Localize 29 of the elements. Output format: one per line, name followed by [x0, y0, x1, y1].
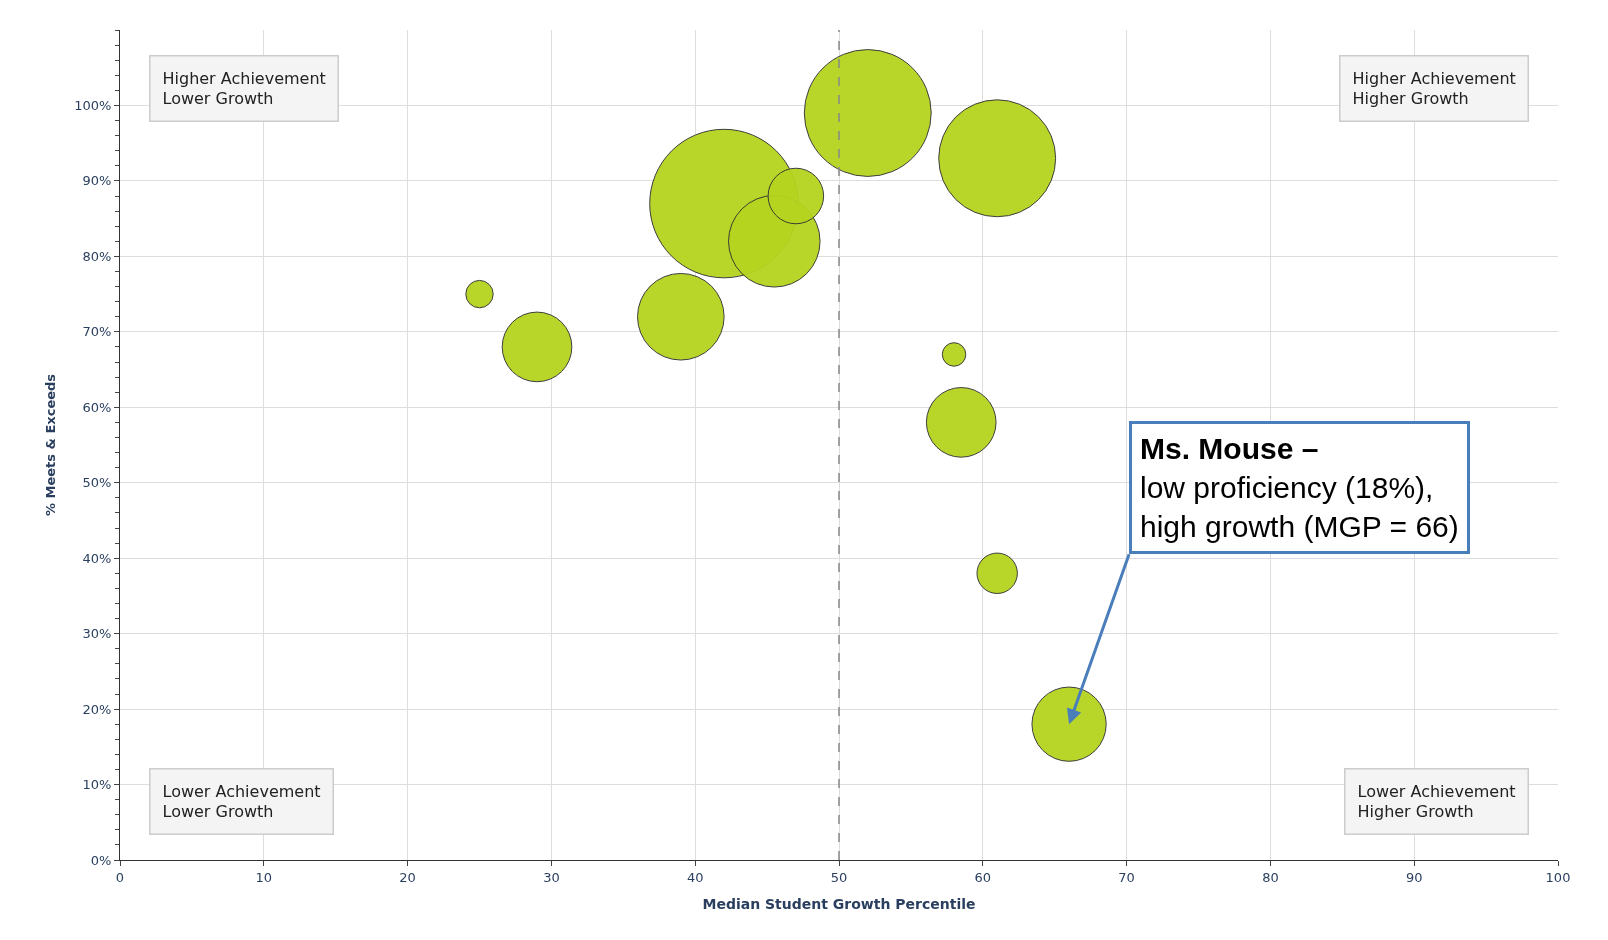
- y-tick-label: 50%: [82, 475, 112, 491]
- x-axis-title: Median Student Growth Percentile: [702, 895, 976, 912]
- x-tick-label: 90: [1405, 869, 1423, 885]
- y-tick-label: 0%: [90, 852, 112, 868]
- y-tick-label: 40%: [82, 550, 112, 566]
- y-tick-label: 20%: [82, 701, 112, 717]
- annotation: Higher Achievement Higher Growth: [1352, 68, 1516, 109]
- annotation: Ms. Mouse – low proficiency (18%), high growth (MGP = 66): [1140, 432, 1459, 543]
- y-tick-label: 90%: [82, 173, 112, 189]
- annotation: Higher Achievement Lower Growth: [162, 68, 326, 109]
- x-tick-label: 40: [686, 869, 704, 885]
- y-tick-label: 70%: [82, 324, 112, 340]
- x-tick-label: 80: [1262, 869, 1279, 885]
- x-tick-label: 70: [1118, 869, 1135, 885]
- x-tick-label: 20: [399, 869, 416, 885]
- x-tick-label: 100: [1545, 869, 1571, 885]
- y-tick-label: 80%: [82, 248, 112, 264]
- annotation: Lower Achievement Higher Growth: [1357, 781, 1516, 822]
- x-tick-label: 10: [255, 869, 273, 885]
- annotation: Lower Achievement Lower Growth: [162, 781, 321, 822]
- x-tick-label: 60: [974, 869, 992, 885]
- x-tick-label: 50: [830, 869, 848, 885]
- y-tick-label: 30%: [82, 626, 112, 642]
- x-tick-label: 0: [115, 869, 125, 885]
- y-tick-label: 10%: [82, 777, 112, 793]
- y-tick-label: 60%: [82, 399, 112, 415]
- y-axis-title: % Meets & Exceeds: [43, 373, 59, 517]
- y-tick-label: 100%: [74, 98, 112, 113]
- x-tick-label: 30: [543, 869, 560, 885]
